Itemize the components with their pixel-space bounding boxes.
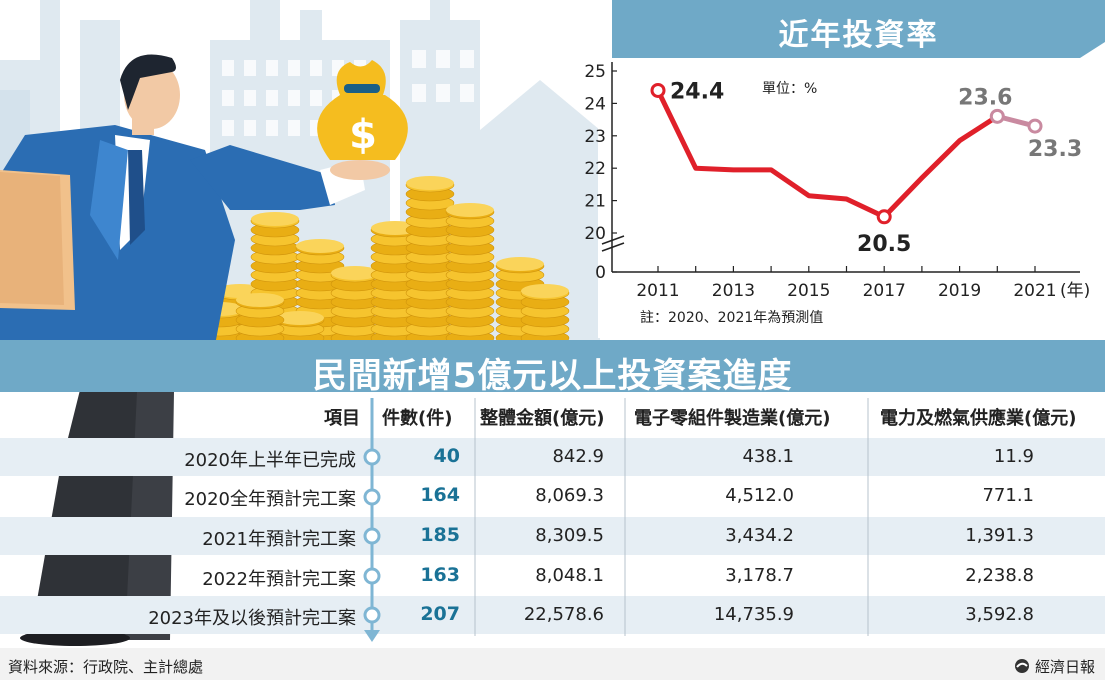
series-line-actual: [655, 87, 1000, 220]
row-electronics: 3,178.7: [725, 565, 794, 586]
coin-top: [236, 293, 284, 307]
row-electronics: 14,735.9: [713, 604, 794, 625]
axis-break-mark: [601, 235, 625, 245]
row-shade: [0, 517, 1105, 555]
row-count: 164: [420, 484, 460, 506]
coin-top: [406, 176, 454, 190]
chart-footnote: 註：2020、2021年為預測值: [640, 310, 823, 326]
x-tick-label: 2017: [863, 281, 906, 301]
money-bag-dollar-sign: $: [349, 112, 377, 158]
row-power: 1,391.3: [965, 525, 1034, 546]
chart-title-banner: [612, 0, 1105, 58]
x-tick-label: 2015: [787, 281, 830, 301]
row-count: 40: [433, 445, 460, 467]
x-tick-label: 2021: [1013, 281, 1056, 301]
chart-marks: 24.4 20.5 23.6 23.3: [650, 79, 1082, 257]
timeline: [363, 398, 381, 642]
data-label: 20.5: [857, 232, 911, 257]
footer-bar: [0, 648, 1105, 680]
row-electronics: 3,434.2: [725, 525, 794, 546]
coin-top: [251, 212, 299, 226]
row-item: 2022年預計完工案: [202, 569, 356, 590]
x-axis-unit: (年): [1060, 281, 1090, 301]
data-label: 24.4: [670, 79, 724, 104]
source-note: 資料來源：行政院、主計總處: [8, 658, 204, 676]
coin-top: [331, 266, 379, 280]
row-count: 163: [420, 564, 460, 586]
row-count: 207: [420, 603, 460, 625]
table-column-dividers: [474, 398, 869, 636]
row-total: 22,578.6: [523, 604, 604, 625]
x-tick-label: 2011: [636, 281, 679, 301]
data-point: [1027, 118, 1043, 134]
money-bag-illustration: $: [317, 60, 408, 160]
row-power: 3,592.8: [965, 604, 1034, 625]
row-total: 8,309.5: [535, 525, 604, 546]
row-item: 2023年及以後預計完工案: [148, 608, 356, 629]
newspaper-logo-icon: [1014, 659, 1029, 673]
row-count: 185: [420, 524, 460, 546]
row-total: 8,048.1: [535, 565, 604, 586]
y-tick-label: 0: [595, 263, 606, 283]
y-tick-label: 25: [584, 62, 606, 82]
data-label: 23.6: [958, 85, 1012, 110]
y-tick-label: 24: [584, 94, 606, 114]
header-count: 件數(件): [382, 408, 453, 429]
data-label: 23.3: [1028, 137, 1082, 162]
row-power: 2,238.8: [965, 565, 1034, 586]
header-total: 整體金額(億元): [480, 408, 605, 429]
header-item: 項目: [324, 408, 360, 429]
y-tick-label: 21: [584, 192, 606, 212]
header-electronics: 電子零組件製造業(億元): [634, 408, 831, 429]
publisher-brand: 經濟日報: [1013, 656, 1095, 677]
businessman-illustration: [0, 54, 390, 646]
row-item: 2020年上半年已完成: [184, 450, 356, 471]
table-title: 民間新增5億元以上投資案進度: [312, 356, 793, 396]
table-title-banner: [0, 340, 1105, 392]
row-item: 2021年預計完工案: [202, 529, 356, 550]
table-row-backgrounds: [0, 438, 1105, 634]
x-tick-label: 2013: [712, 281, 755, 301]
axis-break-mark: [601, 242, 625, 252]
row-shade: [0, 596, 1105, 634]
row-total: 8,069.3: [535, 485, 604, 506]
x-tick-label: 2019: [938, 281, 981, 301]
row-shade: [0, 438, 1105, 476]
coin-top: [276, 311, 324, 325]
row-electronics: 4,512.0: [725, 485, 794, 506]
data-point: [650, 82, 666, 98]
row-electronics: 438.1: [742, 446, 794, 467]
coin-top: [446, 203, 494, 217]
row-total: 842.9: [552, 446, 604, 467]
header-power: 電力及燃氣供應業(億元): [880, 408, 1077, 429]
coin-top: [496, 257, 544, 271]
brand-name: 經濟日報: [1034, 658, 1095, 676]
y-tick-label: 20: [584, 224, 606, 244]
row-item: 2020全年預計完工案: [184, 489, 356, 510]
data-point: [989, 108, 1005, 124]
y-tick-label: 23: [584, 127, 606, 147]
data-point: [876, 209, 892, 225]
y-tick-label: 22: [584, 159, 606, 179]
coin-top: [521, 284, 569, 298]
chart-title: 近年投資率: [778, 18, 939, 53]
coin-top: [296, 239, 344, 253]
row-power: 11.9: [993, 446, 1034, 467]
coin-stacks: [170, 176, 570, 346]
unit-note: 單位：%: [762, 81, 817, 97]
row-power: 771.1: [982, 485, 1034, 506]
